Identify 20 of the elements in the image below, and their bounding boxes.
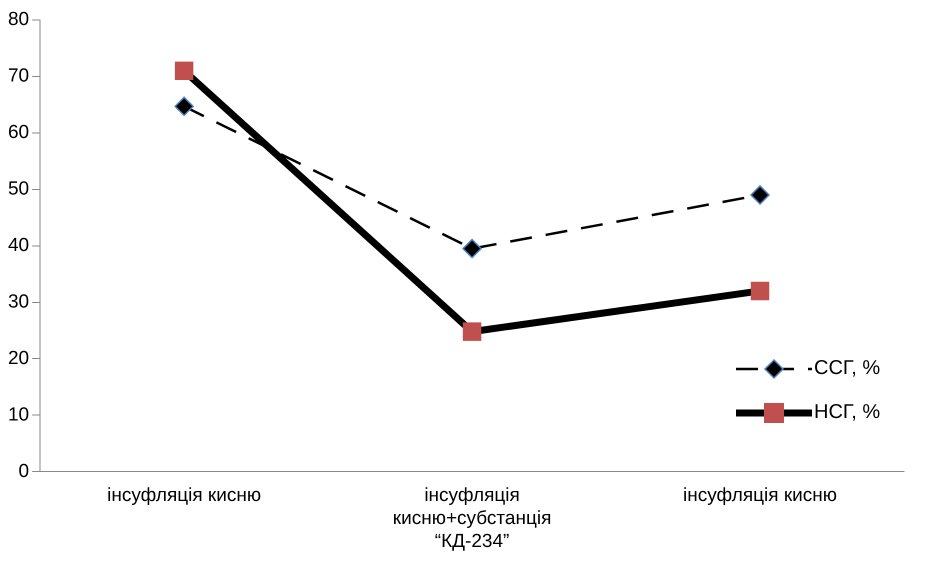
y-tick-label: 80: [8, 9, 30, 30]
y-tick-label: 40: [8, 235, 30, 256]
y-tick-label: 0: [18, 460, 30, 482]
legend-label: ССГ, %: [814, 357, 880, 380]
point: [750, 282, 770, 300]
y-tick-label: 60: [8, 122, 30, 144]
point: [174, 62, 194, 80]
point: [750, 185, 770, 205]
x-tick-label: інсуфляція кисню: [107, 485, 262, 506]
y-tick-label: 30: [8, 291, 30, 312]
point: [462, 322, 482, 341]
point: [174, 96, 194, 116]
x-tick-label: інсуфляція кисню: [683, 485, 837, 506]
y-tick-label: 10: [8, 404, 30, 426]
y-tick-label: 70: [8, 66, 30, 87]
y-tick-label: 50: [8, 178, 30, 200]
legend-label: НСГ, %: [814, 401, 880, 424]
x-tick-label: інсуфляція кисню+субстанція “КД-234”: [392, 485, 552, 552]
point: [462, 238, 482, 258]
y-tick-label: 20: [8, 348, 30, 369]
